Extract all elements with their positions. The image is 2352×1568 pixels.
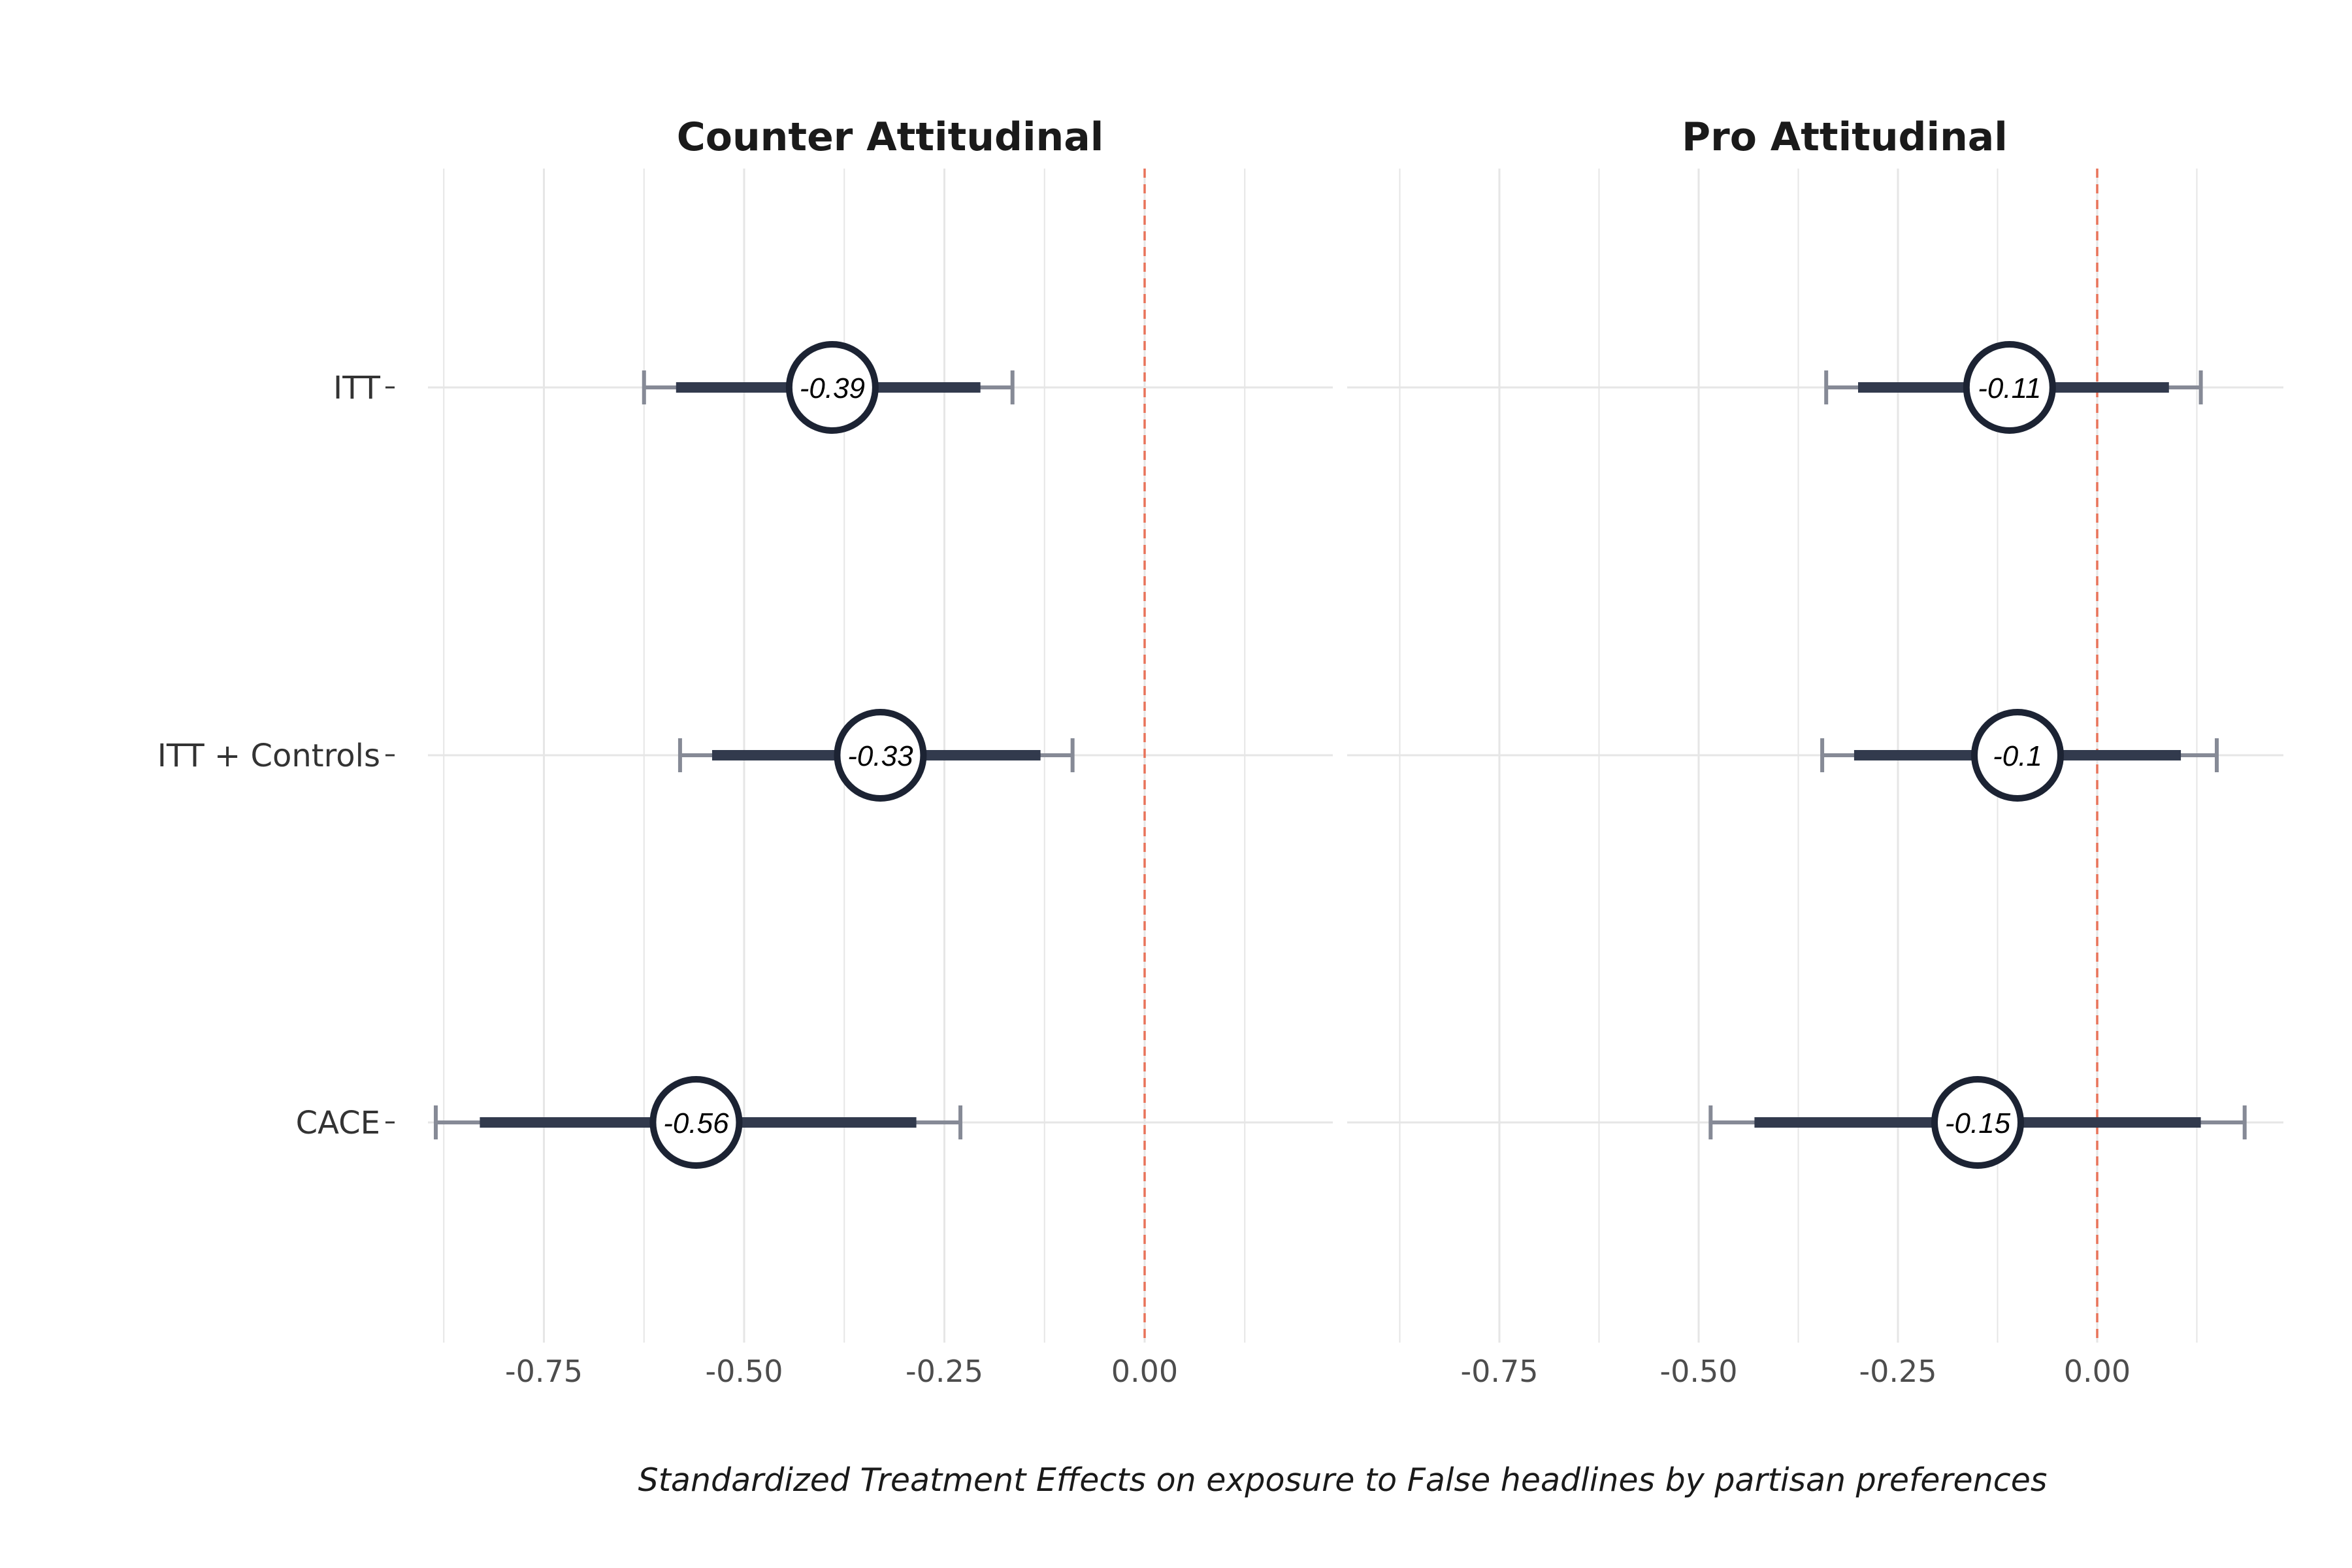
estimate-group: -0.56: [433, 1076, 963, 1169]
estimate-group: -0.1: [1820, 709, 2219, 802]
point-estimate-marker: [785, 341, 879, 434]
x-tick-label: -0.50: [1659, 1354, 1737, 1389]
point-estimate-marker: [1931, 1076, 2024, 1169]
point-estimate-marker: [649, 1076, 743, 1169]
point-estimate-marker: [1971, 709, 2064, 802]
x-tick-label: -0.50: [705, 1354, 783, 1389]
y-tick-label: ITT + Controls: [157, 738, 380, 774]
x-tick-label: 0.00: [1111, 1354, 1178, 1389]
estimate-group: -0.11: [1824, 341, 2203, 434]
point-estimate-label: -0.56: [663, 1107, 729, 1139]
x-tick-label: -0.75: [505, 1354, 583, 1389]
point-estimate-label: -0.11: [1978, 372, 2041, 404]
panel-counter-attitudinal: Counter Attitudinal -0.75 -0.50 -0.25 0.00 -…: [428, 114, 1333, 1389]
estimate-group: -0.33: [678, 709, 1075, 802]
point-estimate-label: -0.33: [847, 740, 913, 772]
point-estimate-marker: [1963, 341, 2056, 434]
panel-pro-attitudinal: Pro Attitudinal -0.75 -0.50 -0.25 0.00 -0.11…: [1347, 114, 2283, 1389]
estimate-group: -0.39: [642, 341, 1015, 434]
x-tick-label: -0.25: [906, 1354, 983, 1389]
y-tick-label: CACE: [296, 1105, 380, 1141]
x-tick-label: 0.00: [2064, 1354, 2131, 1389]
point-estimate-marker: [834, 709, 927, 802]
point-estimate-label: -0.1: [1993, 740, 2042, 772]
point-estimate-label: -0.15: [1945, 1107, 2011, 1139]
x-tick-label: -0.75: [1460, 1354, 1538, 1389]
panel-title-pro-attitudinal: Pro Attitudinal: [1682, 114, 2008, 160]
y-axis-labels: ITT ITT + Controls CACE: [157, 370, 395, 1141]
panel-title-counter-attitudinal: Counter Attitudinal: [677, 114, 1104, 160]
y-tick-label: ITT: [333, 370, 381, 406]
x-tick-label: -0.25: [1859, 1354, 1936, 1389]
x-axis-caption: Standardized Treatment Effects on exposu…: [638, 1462, 2048, 1499]
estimate-group: -0.15: [1708, 1076, 2247, 1169]
point-estimate-label: -0.39: [800, 372, 865, 404]
